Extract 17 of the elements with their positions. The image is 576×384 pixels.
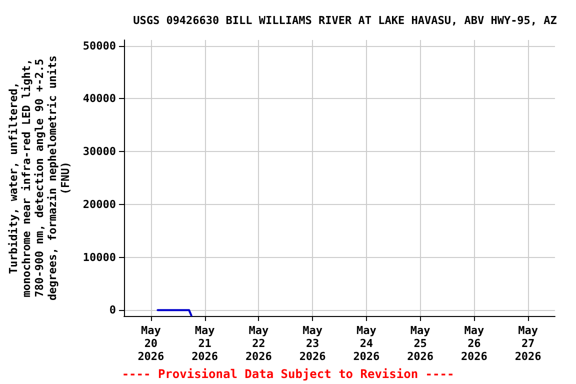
x-tick-label: May 22 2026 <box>245 324 272 363</box>
y-tick-label: 30000 <box>82 145 116 158</box>
x-tick-label: May 23 2026 <box>299 324 326 363</box>
y-tick-label: 0 <box>109 304 116 317</box>
y-tick-label: 50000 <box>82 39 116 52</box>
y-tick-label: 40000 <box>82 92 116 106</box>
y-tick-label: 20000 <box>82 198 116 211</box>
x-tick-label: May 20 2026 <box>138 324 165 363</box>
x-tick-label: May 24 2026 <box>353 324 380 363</box>
chart-title: USGS 09426630 BILL WILLIAMS RIVER AT LAKE HAVASU, ABV HWY-95, AZ <box>133 14 558 27</box>
y-tick-label: 10000 <box>82 250 116 264</box>
x-tick-label: May 26 2026 <box>460 324 488 363</box>
text: ---- Provisional Data Subject to Revision ---- <box>122 367 454 381</box>
y-axis-title: Turbidity, water, unfiltered, monochrome near infra-red LED light, 780-900 nm, detection angle 90 +-2.5 degrees, formazin nephelometric units (FNU) <box>6 55 72 301</box>
x-tick-label: May 21 2026 <box>192 324 218 363</box>
x-tick-label: May 27 2026 <box>514 324 542 363</box>
x-tick-label: May 25 2026 <box>407 324 434 363</box>
